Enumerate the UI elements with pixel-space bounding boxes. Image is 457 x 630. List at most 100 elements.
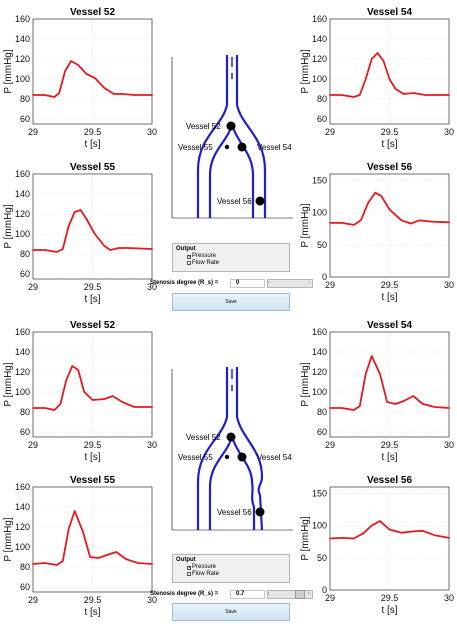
y-axis-label: P [mmHg] [300,516,311,560]
output-panel-bottom: Output ×Pressure Flow Rate [172,554,290,583]
x-tick-label: 29.5 [84,440,102,450]
y-tick-label: 80 [317,94,327,104]
checkbox-unchecked [187,261,191,265]
plot-vessel-52-top: 60 80 100 120 140 160 29 29.5 30 Vessel 52 t [s] P … [0,0,160,160]
x-tick-label: 29.5 [84,282,102,292]
y-tick-label: 60 [317,114,327,124]
plot-axes-box [32,486,153,593]
y-tick-label: 140 [312,34,327,44]
flow-rate-checkbox[interactable]: Flow Rate [187,260,219,266]
stenosis-value: 0 [236,280,240,286]
x-axis-label: t [s] [381,139,397,150]
x-axis-label: t [s] [84,452,100,463]
y-tick-label: 100 [15,74,30,84]
y-tick-label: 120 [312,54,327,64]
plot-title: Vessel 54 [367,320,412,331]
pressure-curve [329,191,450,226]
y-tick-label: 120 [15,522,30,532]
stenosis-control-bottom: Stenosis degree (R_s) = 0.7 ‹ › [150,589,315,601]
slider-left-arrow-icon[interactable]: ‹ [268,280,270,286]
x-tick-label: 30 [444,440,454,450]
x-tick-label: 29 [325,280,335,290]
output-title: Output [176,246,196,252]
x-tick-label: 29 [325,440,335,450]
flow-rate-checkbox[interactable]: Flow Rate [187,571,219,577]
x-tick-label: 29.5 [381,280,399,290]
y-axis-label: P [mmHg] [3,204,14,248]
pressure-checkbox[interactable]: ×Pressure [187,564,217,571]
node-vessel-56 [255,507,265,517]
slider-thumb[interactable] [295,590,305,599]
x-axis-label: t [s] [381,452,397,463]
plot-vessel-56-top: 0 50 100 150 29 29.5 30 Vessel 56 t [s] P [mmHg] [297,155,457,315]
node-vessel-52 [226,432,236,442]
diagram-label-vessel-54: Vessel 54 [257,143,292,152]
slider-left-arrow-icon[interactable]: ‹ [268,591,270,597]
x-axis-label: t [s] [381,605,397,616]
y-tick-label: 100 [312,208,327,218]
y-tick-label: 50 [317,240,327,250]
x-tick-label: 29.5 [381,593,399,603]
pressure-curve [32,209,153,253]
diagram-label-vessel-56: Vessel 56 [217,197,252,206]
output-panel-top: Output ×Pressure Flow Rate [172,243,290,272]
output-title: Output [176,557,196,563]
x-tick-label: 30 [147,595,157,605]
y-axis-label: P [mmHg] [3,49,14,93]
y-tick-label: 150 [312,488,327,498]
y-tick-label: 60 [20,427,30,437]
vessel-path [235,367,264,531]
pressure-curve [329,520,450,540]
y-tick-label: 160 [15,14,30,24]
pressure-curve [32,510,153,566]
y-tick-label: 60 [317,427,327,437]
x-tick-label: 29 [325,593,335,603]
x-axis-label: t [s] [84,607,100,618]
y-tick-label: 0 [322,585,327,595]
plot-vessel-52-bottom: 60 80 100 120 140 160 29 29.5 30 Vessel 52 t [s] P … [0,313,160,473]
y-tick-label: 160 [15,482,30,492]
stenosis-slider[interactable] [267,279,313,288]
stenosis-value-field[interactable] [230,590,265,599]
x-axis-label: t [s] [84,294,100,305]
plot-vessel-55-bottom: 60 80 100 120 140 160 29 29.5 30 Vessel 55 t [s] P … [0,468,160,628]
stenosis-value: 0.7 [236,591,245,597]
stenosis-label: Stenosis degree (R_s) = [150,591,219,597]
checkbox-unchecked [187,572,191,576]
y-axis-label: P [mmHg] [3,517,14,561]
x-axis-label: t [s] [84,139,100,150]
plot-axes-box [32,173,153,280]
x-tick-label: 30 [444,127,454,137]
pressure-curve [329,52,450,98]
y-tick-label: 140 [15,347,30,357]
y-tick-label: 80 [20,249,30,259]
diagram-label-vessel-56: Vessel 56 [217,508,252,517]
x-tick-label: 29 [28,440,38,450]
y-tick-label: 140 [312,347,327,357]
slider-right-arrow-icon[interactable]: › [308,591,310,597]
y-tick-label: 80 [317,407,327,417]
y-tick-label: 80 [20,94,30,104]
diagram-label-vessel-55: Vessel 55 [178,453,213,462]
save-button-top[interactable]: Save [172,293,290,311]
y-axis-label: P [mmHg] [300,203,311,247]
diagram-label-vessel-55: Vessel 55 [178,143,213,152]
vessel-path [196,55,229,218]
x-axis-label: t [s] [381,292,397,303]
x-tick-label: 30 [147,440,157,450]
plot-title: Vessel 55 [70,475,115,486]
x-tick-label: 29 [325,127,335,137]
vessel-network-diagram-top: Vessel 52 Vessel 55 Vessel 54 Vessel 56 [170,55,295,220]
pressure-checkbox[interactable]: ×Pressure [187,253,217,260]
vessel-path [208,441,232,530]
stenosis-value-field[interactable] [230,279,265,288]
plot-axes-box [329,331,450,438]
slider-right-arrow-icon[interactable]: › [308,280,310,286]
y-tick-label: 160 [15,327,30,337]
node-vessel-56 [255,196,265,206]
y-tick-label: 60 [20,269,30,279]
node-vessel-52 [226,121,236,131]
stenosis-slider[interactable] [267,590,313,599]
y-tick-label: 120 [312,367,327,377]
save-button-bottom[interactable]: Save [172,603,290,621]
